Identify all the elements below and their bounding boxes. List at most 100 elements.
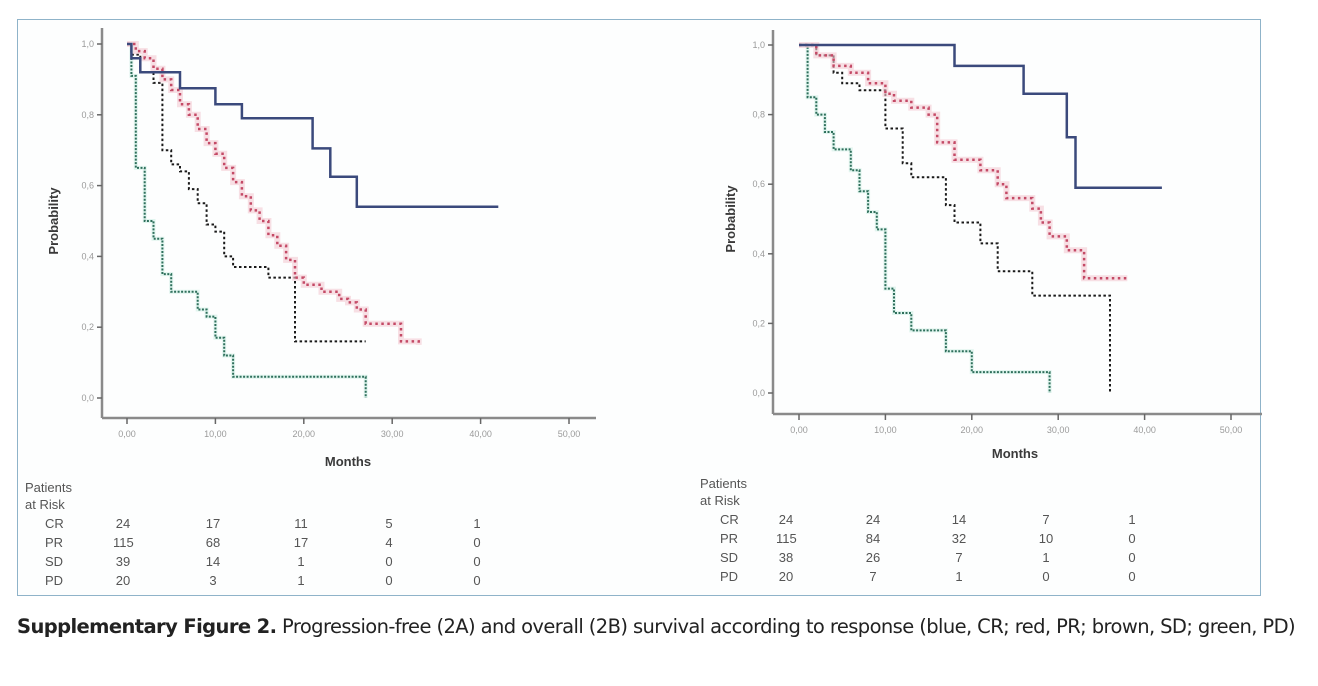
risk-cell: 14: [205, 554, 221, 569]
risk-cell: 0: [1128, 550, 1136, 565]
risk-row-label: CR: [720, 512, 739, 527]
risk-cell: 0: [385, 554, 393, 569]
risk-cell: 7: [869, 569, 877, 584]
os-x-tick-label: 10,00: [874, 425, 897, 435]
pfs-x-tick-label: 40,00: [469, 429, 492, 439]
risk-table-pfs: Patients at Risk CR 24 17 11 5 1 PR 115 68 17 4 0 SD…: [25, 478, 525, 590]
pfs-y-tick-label: 0,6: [81, 181, 94, 191]
pfs-y-tick-label: 0,2: [81, 322, 94, 332]
pfs-y-tick-label: 0,0: [81, 393, 94, 403]
os-series-pr-line: [799, 43, 1128, 280]
pfs-series-cr-line: [127, 42, 499, 209]
risk-cell: 0: [1128, 569, 1136, 584]
pfs-x-axis-title: Months: [325, 454, 371, 469]
os-series-pd-line: [799, 44, 1051, 393]
risk-cell: 0: [385, 573, 393, 588]
pfs-series-pd-halo: [129, 44, 368, 398]
risk-cell: 1: [1042, 550, 1050, 565]
risk-cell: 7: [1042, 512, 1050, 527]
caption-label: Supplementary Figure 2.: [17, 615, 277, 638]
risk-header-line2: at Risk: [25, 497, 65, 512]
risk-cell: 32: [951, 531, 967, 546]
os-y-tick-label: 1,0: [752, 40, 765, 50]
pfs-x-tick-label: 10,00: [204, 429, 227, 439]
risk-cell: 4: [385, 535, 393, 550]
risk-cell: 17: [205, 516, 221, 531]
caption-text: Progression-free (2A) and overall (2B) s…: [276, 615, 1296, 638]
risk-row-label: PR: [720, 531, 739, 546]
pfs-x-tick-label: 30,00: [381, 429, 404, 439]
risk-cell: 115: [776, 531, 797, 546]
risk-row-label: CR: [45, 516, 64, 531]
risk-header-line2: at Risk: [700, 493, 740, 508]
risk-cell: 0: [473, 535, 481, 550]
risk-cell: 1: [473, 516, 481, 531]
os-series-pr-halo: [799, 42, 1128, 282]
risk-cell: 24: [115, 516, 131, 531]
os-y-tick-label: 0,0: [752, 388, 765, 398]
risk-row-label: SD: [45, 554, 64, 569]
risk-row-cr: CR 24 24 14 7 1: [700, 510, 1200, 529]
risk-cell: 0: [473, 554, 481, 569]
figure-caption: Supplementary Figure 2. Progression-free…: [17, 610, 1307, 643]
os-y-axis-title: Probability: [723, 185, 738, 253]
pfs-y-tick-label: 1,0: [81, 39, 94, 49]
risk-row-pr: PR 115 84 32 10 0: [700, 529, 1200, 548]
pfs-series-pr-line: [127, 42, 420, 345]
risk-table-os: Patients at Risk CR 24 24 14 7 1 PR 115 84 32 10 0 S…: [700, 474, 1200, 586]
risk-row-pr: PR 115 68 17 4 0: [25, 533, 525, 552]
risk-cell: 17: [293, 535, 309, 550]
pfs-x-tick-label: 20,00: [293, 429, 316, 439]
risk-cell: 0: [1128, 531, 1136, 546]
risk-row-label: PR: [45, 535, 64, 550]
risk-cell: 0: [473, 573, 481, 588]
risk-row-label: SD: [720, 550, 739, 565]
pfs-x-tick-label: 0,00: [118, 429, 136, 439]
risk-cell: 20: [115, 573, 131, 588]
risk-cell: 1: [297, 573, 305, 588]
risk-cell: 7: [955, 550, 963, 565]
os-x-tick-label: 40,00: [1133, 425, 1156, 435]
pfs-y-tick-label: 0,8: [81, 110, 94, 120]
os-x-tick-label: 0,00: [790, 425, 808, 435]
risk-cell: 26: [865, 550, 881, 565]
risk-cell: 24: [778, 512, 794, 527]
os-x-tick-label: 30,00: [1047, 425, 1070, 435]
risk-row-label: PD: [720, 569, 739, 584]
figure-frame: [17, 19, 1261, 596]
pfs-y-axis-title: Probability: [46, 187, 61, 255]
risk-cell: 39: [115, 554, 131, 569]
risk-cell: 0: [1042, 569, 1050, 584]
risk-row-sd: SD 39 14 1 0 0: [25, 552, 525, 571]
os-y-tick-label: 0,2: [752, 318, 765, 328]
risk-cell: 1: [1128, 512, 1136, 527]
risk-row-pd: PD 20 7 1 0 0: [700, 567, 1200, 586]
risk-cell: 115: [113, 535, 134, 550]
os-y-tick-label: 0,4: [752, 249, 765, 259]
os-x-tick-label: 20,00: [961, 425, 984, 435]
risk-cell: 3: [209, 573, 217, 588]
risk-row-cr: CR 24 17 11 5 1: [25, 514, 525, 533]
pfs-series-sd-line: [127, 43, 366, 343]
risk-cell: 11: [294, 516, 308, 531]
risk-header-line1: Patients: [700, 476, 747, 491]
os-y-tick-label: 0,8: [752, 110, 765, 120]
risk-row-pd: PD 20 3 1 0 0: [25, 571, 525, 590]
os-series-cr-line: [799, 43, 1162, 189]
risk-cell: 38: [778, 550, 794, 565]
risk-cell: 20: [778, 569, 794, 584]
os-series-sd-line: [799, 44, 1111, 393]
os-x-axis-title: Months: [992, 446, 1038, 461]
pfs-y-tick-label: 0,4: [81, 251, 94, 261]
os-x-tick-label: 50,00: [1220, 425, 1243, 435]
risk-cell: 10: [1038, 531, 1054, 546]
os-series-pd-halo: [799, 43, 1052, 393]
os-y-tick-label: 0,6: [752, 179, 765, 189]
risk-cell: 68: [205, 535, 221, 550]
risk-cell: 24: [865, 512, 881, 527]
survival-charts: 0,0 0,2 0,4 0,6 0,8 1,0 0,00 10,00 20,00 30,00 40,…: [46, 28, 1262, 469]
risk-row-label: PD: [45, 573, 64, 588]
risk-cell: 1: [955, 569, 963, 584]
pfs-series-pd-line: [130, 44, 367, 398]
risk-cell: 84: [865, 531, 881, 546]
